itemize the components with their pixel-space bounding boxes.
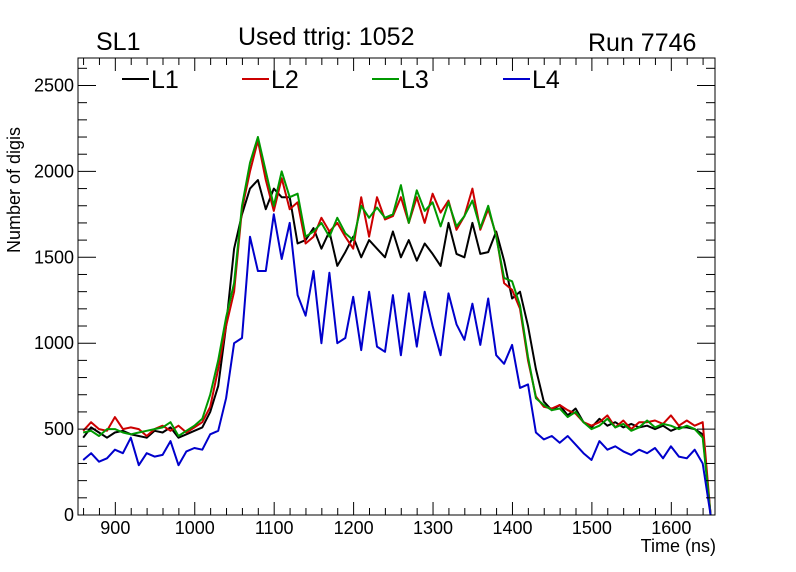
x-tick-label: 1600	[651, 518, 691, 538]
series-line-l1	[82, 179, 712, 516]
y-axis-label: Number of digis	[4, 127, 24, 253]
series-line-l3	[82, 136, 712, 516]
x-tick-label: 1400	[492, 518, 532, 538]
axis-layer: 900 1000 1100 1200 1300 1400 1500 1600 0 500 1000 1…	[34, 58, 715, 538]
legend-label-l2: L2	[271, 66, 299, 94]
x-tick-label: 1000	[175, 518, 215, 538]
legend: L1 L2 L3 L4	[122, 66, 560, 94]
y-tick-label: 500	[44, 419, 74, 439]
series-line-l2	[82, 139, 712, 516]
y-tick-label: 1500	[34, 247, 74, 267]
legend-label-l3: L3	[401, 66, 429, 94]
x-tick-label: 1500	[572, 518, 612, 538]
x-tick-label: 1300	[413, 518, 453, 538]
y-tick-label: 2500	[34, 75, 74, 95]
x-tick-label: 1200	[334, 518, 374, 538]
y-tick-label: 0	[64, 505, 74, 525]
chart-title: Used ttrig: 1052	[238, 23, 415, 51]
legend-label-l4: L4	[532, 66, 560, 94]
run-label: Run 7746	[588, 29, 697, 57]
x-tick-label: 1100	[255, 518, 294, 538]
series-layer	[82, 136, 712, 516]
series-line-l4	[82, 213, 712, 516]
plot-frame	[77, 57, 716, 516]
y-tick-label: 2000	[34, 161, 74, 181]
legend-label-l1: L1	[151, 66, 179, 94]
x-axis-label: Time (ns)	[641, 536, 716, 556]
y-tick-label: 1000	[34, 333, 74, 353]
x-tick-label: 900	[100, 518, 130, 538]
superlayer-label: SL1	[96, 28, 141, 56]
